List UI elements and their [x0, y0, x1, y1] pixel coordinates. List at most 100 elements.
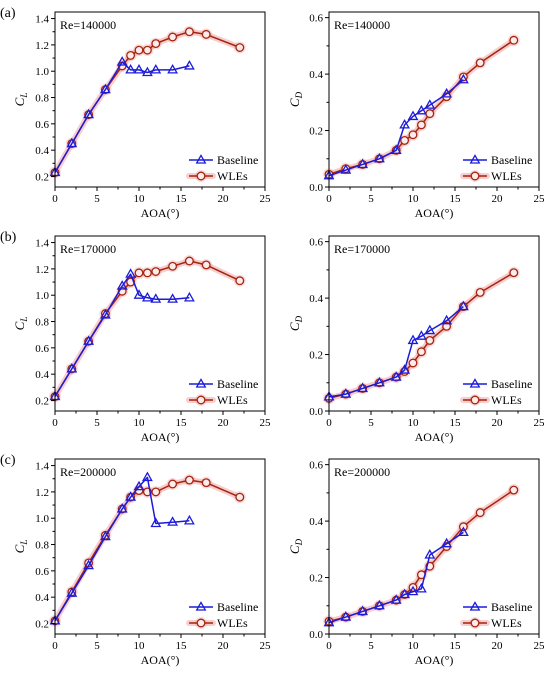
- baseline-point: [340, 611, 352, 621]
- x-tick-label: 10: [134, 193, 146, 205]
- wles-point: [201, 260, 211, 270]
- legend-entry-baseline: Baseline: [463, 153, 532, 167]
- baseline-point: [415, 330, 427, 340]
- x-tick-label: 20: [492, 640, 504, 652]
- x-tick-label: 5: [94, 640, 100, 652]
- y-tick-label: 1.0: [35, 290, 49, 302]
- wles-point: [475, 58, 485, 68]
- wles-point: [168, 32, 178, 42]
- baseline-point: [150, 517, 162, 528]
- y-axis-label-subscript: D: [294, 538, 304, 546]
- lift-coefficient-chart-2: 0 5 10 15 20 25 0.2 0.4 0.6 0.8 1.0 1.2 1.4 AOA(°) CL R…: [12, 235, 271, 444]
- y-axis-label: CL: [12, 540, 29, 554]
- baseline-point: [66, 137, 78, 148]
- x-tick-label: 20: [492, 417, 504, 429]
- baseline-point: [133, 63, 145, 74]
- baseline-point: [424, 324, 436, 335]
- y-tick-label: 1.2: [35, 40, 49, 52]
- legend-entry-wles: WLEs: [460, 393, 522, 407]
- y-tick-label: 0.2: [309, 350, 323, 362]
- x-tick-label: 20: [492, 193, 504, 205]
- x-tick-label: 10: [408, 193, 420, 205]
- baseline-point: [373, 376, 385, 387]
- baseline-point: [407, 334, 419, 345]
- wles-point: [151, 39, 161, 49]
- y-tick-label: 1.4: [35, 238, 49, 250]
- baseline-point: [415, 582, 427, 593]
- baseline-point: [183, 514, 195, 525]
- x-tick-label: 10: [408, 417, 420, 429]
- wles-point: [151, 487, 161, 497]
- baseline-point: [357, 382, 369, 393]
- baseline-point: [141, 471, 153, 482]
- wles-point: [509, 35, 519, 45]
- wles-point: [235, 43, 245, 52]
- reynolds-number-annotation: Re=170000: [334, 242, 390, 256]
- baseline-point: [125, 491, 137, 501]
- drag-coefficient-chart-3: 0 5 10 15 20 25 0.0 0.2 0.4 0.6 AOA(°) CD Re=200000 B…: [287, 458, 545, 667]
- y-tick-label: 0.2: [35, 171, 49, 183]
- baseline-line: [54, 476, 190, 622]
- baseline-point: [390, 144, 402, 154]
- x-tick-label: 5: [368, 640, 374, 652]
- baseline-point: [141, 291, 153, 302]
- y-axis-label-subscript: L: [19, 317, 29, 323]
- wles-point: [475, 508, 485, 518]
- baseline-point: [373, 152, 385, 163]
- x-tick-label: 0: [326, 640, 332, 652]
- y-axis-label-symbol: C: [12, 544, 27, 553]
- x-tick-label: 25: [260, 193, 272, 205]
- baseline-point: [83, 335, 95, 345]
- y-tick-label: 0.4: [35, 145, 49, 157]
- y-tick-label: 1.4: [35, 461, 49, 473]
- y-tick-label: 0.6: [35, 119, 49, 131]
- baseline-point: [340, 164, 352, 174]
- baseline-point: [83, 108, 95, 119]
- y-tick-label: 0.0: [309, 629, 323, 641]
- legend: Baseline WLEs: [460, 377, 532, 407]
- legend-marker: [195, 378, 207, 388]
- wles-point: [235, 492, 245, 502]
- y-tick-label: 0.8: [35, 540, 49, 552]
- x-tick-label: 0: [326, 417, 332, 429]
- legend-entry-wles: WLEs: [460, 169, 522, 183]
- y-axis-label-symbol: C: [12, 97, 27, 106]
- legend-entry-wles: WLEs: [460, 616, 522, 630]
- panel-label-a: (a): [0, 6, 16, 21]
- wles-point: [142, 268, 152, 278]
- panel-label-c: (c): [0, 453, 16, 468]
- x-axis-label: AOA(°): [415, 653, 454, 667]
- x-tick-label: 10: [134, 417, 146, 429]
- legend-label: Baseline: [491, 600, 532, 614]
- baseline-point: [150, 63, 162, 74]
- baseline-line: [54, 273, 190, 397]
- y-axis-label-symbol: C: [287, 322, 302, 331]
- x-tick-label: 10: [408, 640, 420, 652]
- baseline-point: [116, 56, 128, 66]
- lift-coefficient-chart-3: 0 5 10 15 20 25 0.2 0.4 0.6 0.8 1.0 1.2 1.4 AOA(°) CL R…: [12, 458, 271, 667]
- y-axis-label-symbol: C: [287, 98, 302, 107]
- x-tick-label: 0: [52, 193, 58, 205]
- wles-point: [509, 485, 519, 495]
- x-tick-label: 10: [134, 640, 146, 652]
- baseline-point: [116, 280, 128, 290]
- y-tick-label: 0.8: [35, 317, 49, 329]
- plot-series: [323, 484, 520, 628]
- legend: Baseline WLEs: [186, 600, 258, 630]
- reynolds-number-annotation: Re=200000: [334, 465, 390, 479]
- baseline-point: [407, 110, 419, 121]
- y-axis-label-subscript: L: [19, 540, 29, 546]
- legend-marker: [196, 395, 206, 405]
- baseline-point: [399, 588, 411, 599]
- baseline-point: [340, 388, 352, 398]
- baseline-point: [183, 60, 195, 70]
- y-axis-label: CL: [12, 93, 29, 107]
- legend-label: Baseline: [491, 153, 532, 167]
- y-tick-label: 0.4: [309, 516, 323, 528]
- y-tick-label: 0.4: [309, 69, 323, 81]
- x-tick-label: 5: [368, 193, 374, 205]
- legend-entry-baseline: Baseline: [463, 600, 532, 614]
- baseline-line: [54, 61, 190, 173]
- y-tick-label: 1.4: [35, 14, 49, 26]
- legend-marker: [470, 171, 480, 181]
